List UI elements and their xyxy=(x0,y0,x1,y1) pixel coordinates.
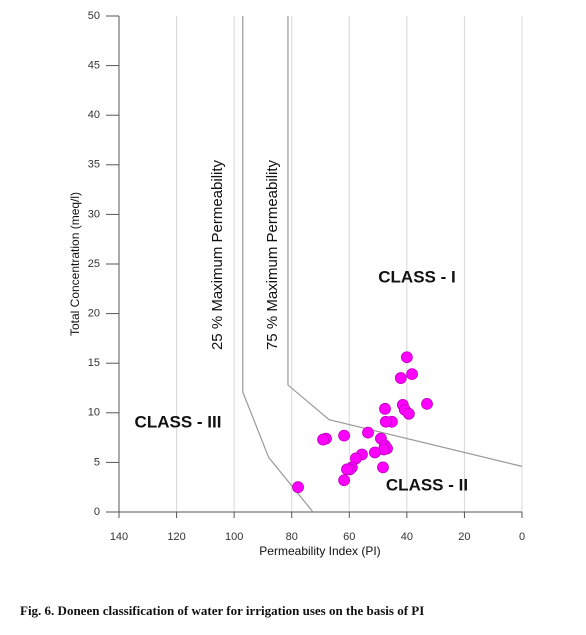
caption: Fig. 6. Doneen classification of water f… xyxy=(20,603,425,618)
point xyxy=(402,407,415,420)
point xyxy=(338,429,351,442)
boundary-label: 75 % Maximum Permeability xyxy=(264,159,281,350)
x-tick-label: 100 xyxy=(225,531,243,543)
y-axis-title: Total Concentration (meq/l) xyxy=(68,192,82,336)
point xyxy=(341,463,353,476)
y-tick-label: 40 xyxy=(88,109,100,121)
x-tick-label: 120 xyxy=(167,531,185,543)
y-tick-label: 10 xyxy=(88,407,100,419)
boundary-line xyxy=(242,16,314,513)
point xyxy=(379,415,392,428)
class-label: CLASS - III xyxy=(135,412,222,431)
x-tick-label: 140 xyxy=(110,531,128,543)
point xyxy=(369,446,381,459)
point xyxy=(292,481,304,494)
class-label: CLASS - I xyxy=(378,267,455,286)
x-axis-title: Permeability Index (PI) xyxy=(259,544,380,558)
x-tick-label: 40 xyxy=(401,531,413,543)
point xyxy=(379,402,391,415)
y-tick-label: 5 xyxy=(94,456,100,468)
y-tick-label: 20 xyxy=(88,308,100,320)
boundary-line xyxy=(287,16,523,467)
point xyxy=(400,351,413,364)
y-tick-label: 15 xyxy=(88,357,100,369)
x-tick-label: 60 xyxy=(343,531,355,543)
point xyxy=(362,426,374,439)
x-tick-label: 0 xyxy=(519,531,525,543)
point xyxy=(317,433,329,446)
point xyxy=(421,397,433,410)
point xyxy=(394,372,407,384)
point xyxy=(338,474,351,487)
class-label: CLASS - II xyxy=(386,475,468,494)
y-tick-label: 25 xyxy=(88,258,100,270)
point xyxy=(377,461,389,474)
boundary-label: 25 % Maximum Permeability xyxy=(209,159,226,350)
y-tick-label: 45 xyxy=(88,60,100,72)
chart: Permeability Index (PI) Total Concentrat… xyxy=(68,10,525,558)
y-tick-label: 50 xyxy=(88,10,100,22)
y-tick-label: 35 xyxy=(88,159,100,171)
x-tick-label: 20 xyxy=(458,531,470,543)
y-tick-label: 0 xyxy=(94,506,100,518)
x-tick-label: 80 xyxy=(286,531,298,543)
point xyxy=(406,368,418,381)
y-tick-label: 30 xyxy=(88,208,100,220)
